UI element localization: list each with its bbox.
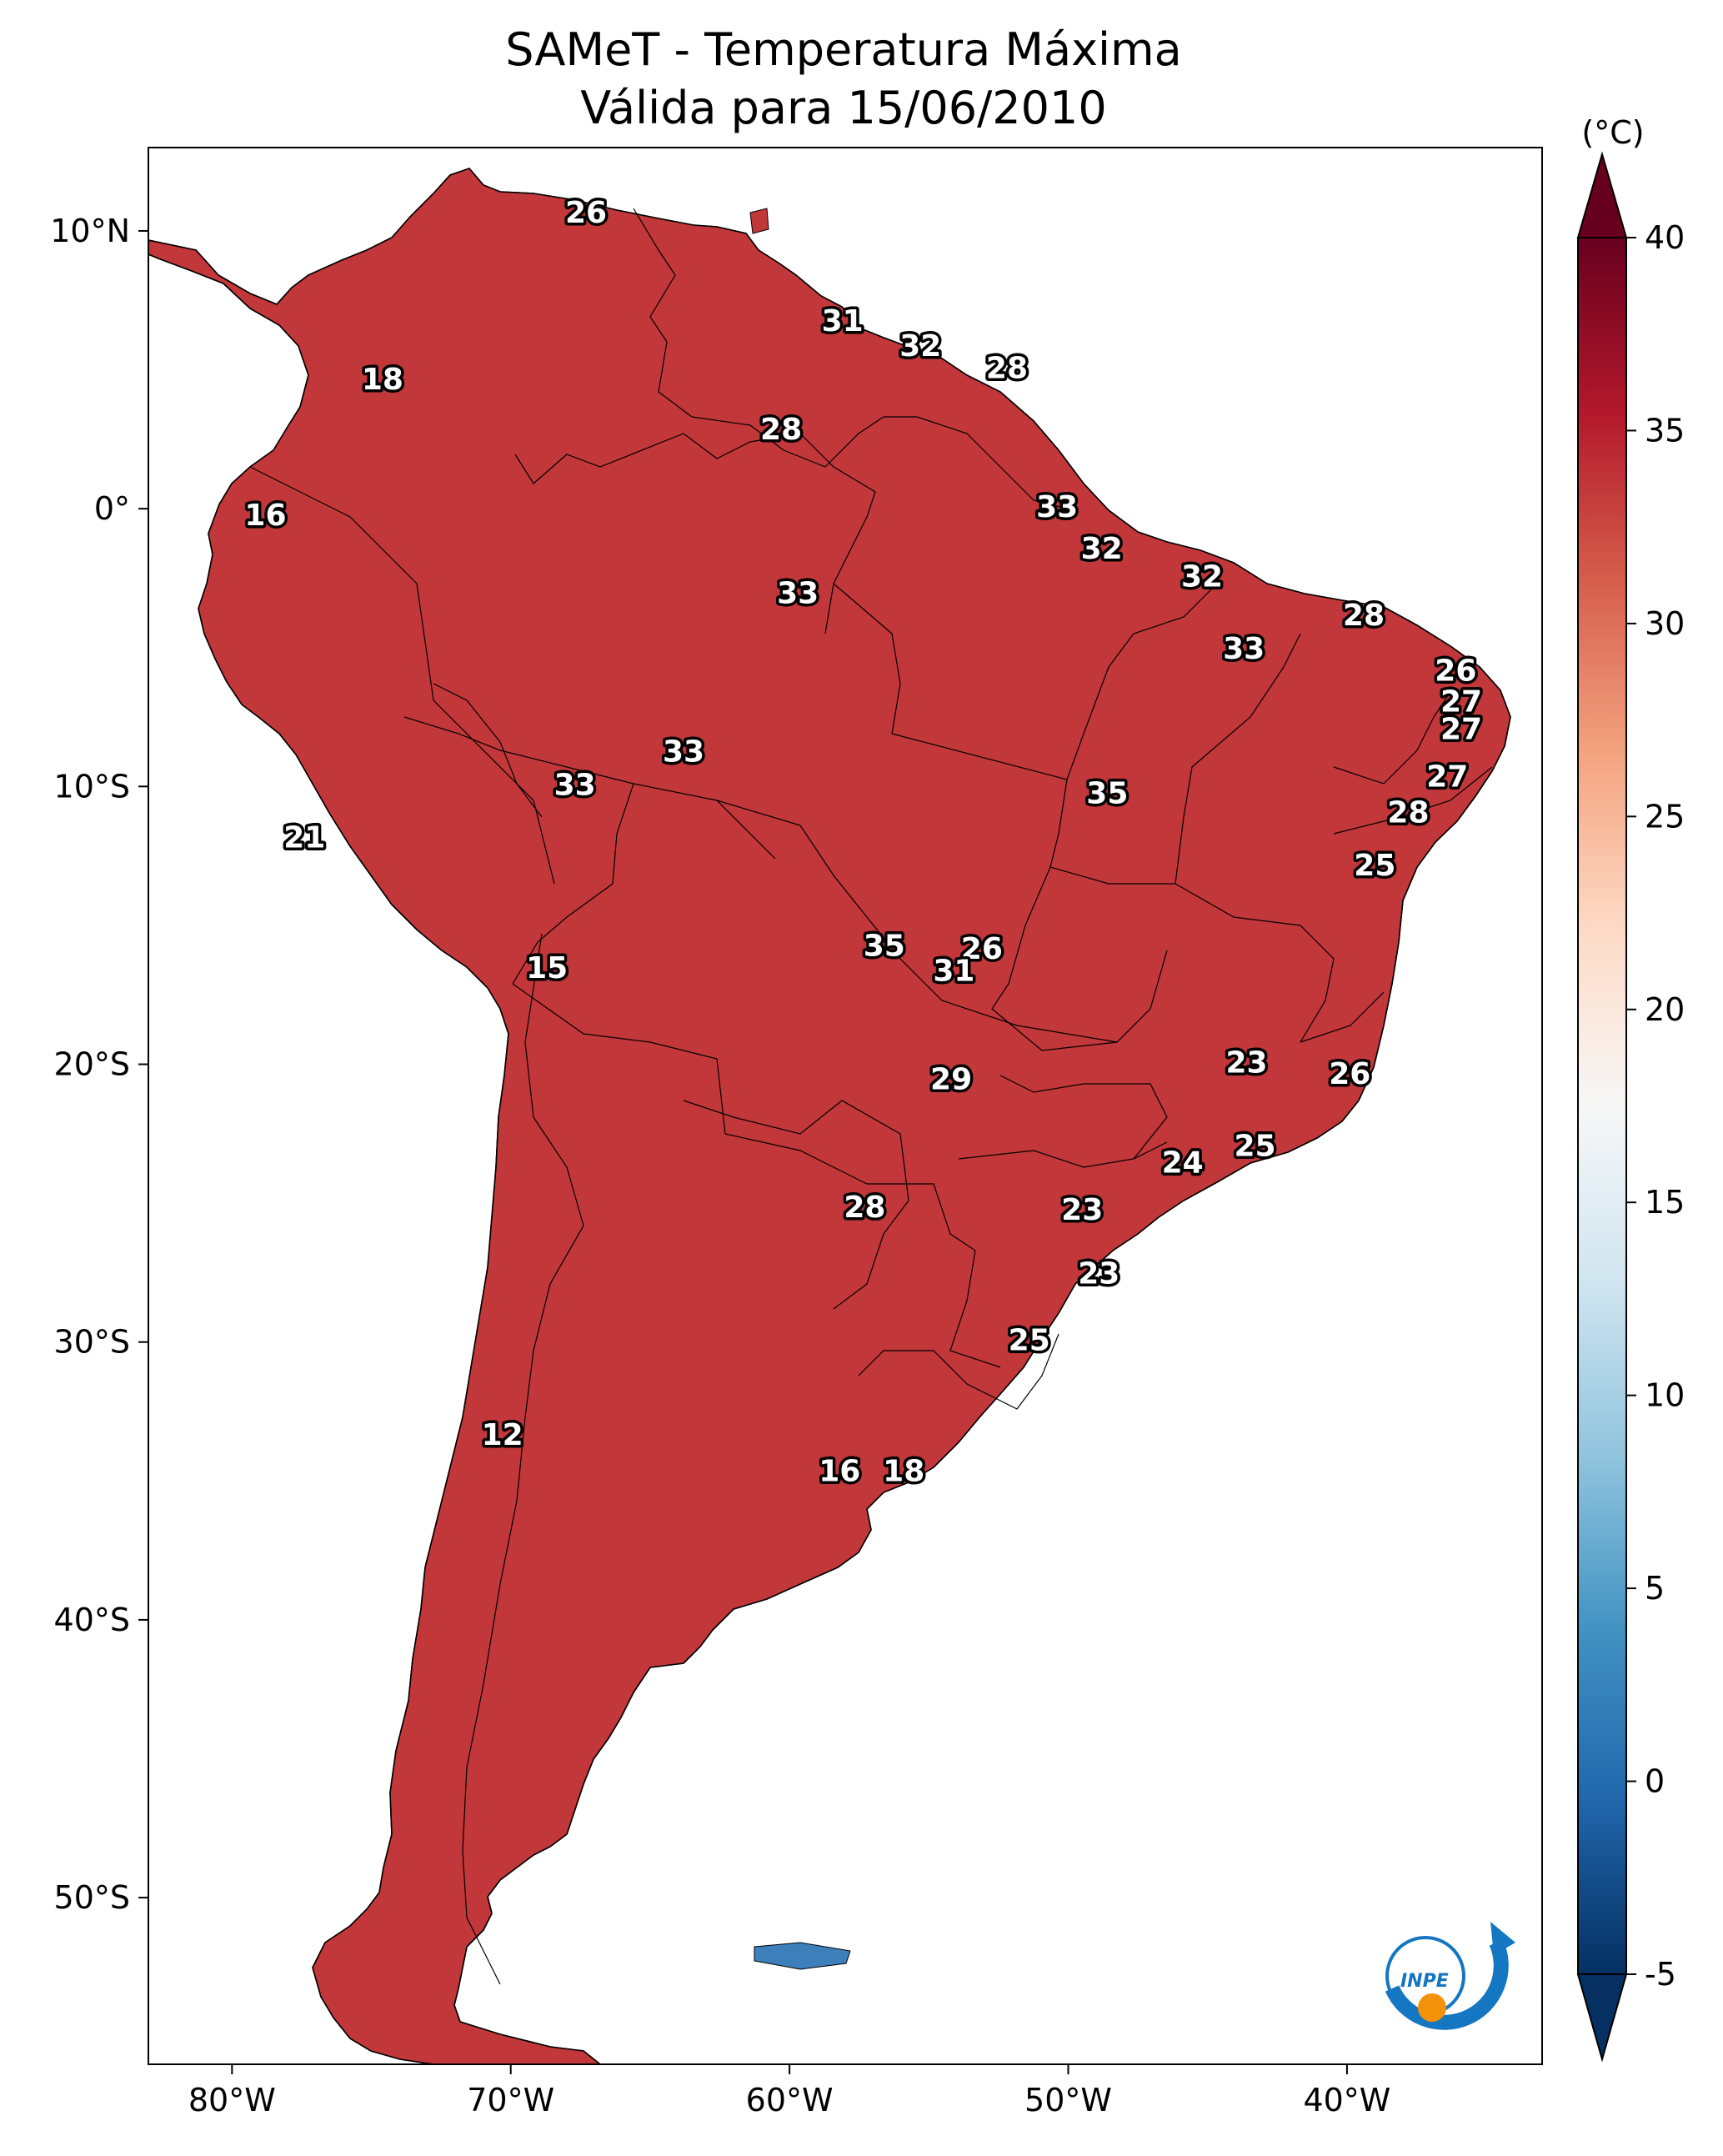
contour-label: 21 [283,821,325,855]
y-tick-label: 40°S [54,1602,130,1638]
contour-label: 33 [1223,632,1265,666]
contour-label: 25 [1235,1129,1276,1163]
contour-label: 28 [986,352,1028,386]
colorbar-tick-label: 30 [1645,605,1685,642]
contour-label: 33 [777,576,819,610]
title-line-2: Válida para 15/06/2010 [580,82,1106,134]
colorbar-tick-label: 10 [1645,1377,1685,1414]
x-tick-label: 40°W [1303,2082,1390,2118]
y-tick-label: 50°S [54,1879,130,1916]
colorbar-tick-label: 25 [1645,798,1685,835]
colorbar-tick-label: 40 [1645,219,1685,256]
contour-label: 33 [554,768,596,802]
contour-label: 28 [1387,796,1429,830]
contour-label: 35 [864,930,905,964]
colorbar: (°C) 40 35 30 25 20 15 10 5 0 -5 [1576,114,1685,2063]
contour-label: 23 [1078,1257,1119,1291]
logo-arrow-icon [1490,1922,1515,1955]
contour-label: 15 [526,951,568,985]
x-tick-label: 80°W [188,2082,276,2118]
x-tick-label: 70°W [467,2082,554,2118]
country-borders [249,208,1493,1985]
y-tick-label: 20°S [54,1046,130,1083]
x-tick-label: 60°W [746,2082,834,2118]
colorbar-tick-label: -5 [1645,1956,1676,1993]
contour-label: 28 [1343,599,1385,633]
contour-label: 26 [961,932,1003,966]
contour-label: 32 [1181,559,1223,594]
colorbar-gradient [1577,237,1627,1975]
contour-label: 31 [933,955,974,989]
contour-label: 28 [844,1191,885,1225]
colorbar-tick-label: 0 [1645,1763,1665,1800]
contour-label: 25 [1354,849,1395,883]
colorbar-tick-label: 35 [1645,412,1685,449]
x-tick-label: 50°W [1024,2082,1112,2118]
y-axis: 10°N 0° 10°S 20°S 30°S 40°S 50°S [50,213,148,1916]
colorbar-tick-label: 20 [1645,991,1685,1028]
colorbar-top-extend [1576,151,1628,238]
contour-label: 35 [1086,776,1128,810]
y-tick-label: 10°S [54,768,130,805]
contour-label: 25 [1009,1324,1050,1358]
contour-label: 32 [1081,532,1123,566]
contour-label: 18 [362,363,403,397]
islands [749,208,851,1970]
contour-label: 28 [760,413,802,447]
contour-label: 27 [1426,760,1468,794]
y-tick-label: 30°S [54,1324,130,1361]
inpe-logo: INPE [1385,1922,1515,2030]
map-frame [148,147,1543,2065]
y-tick-label: 10°N [50,213,130,249]
contour-label: 32 [899,329,941,364]
colorbar-ticks: 40 35 30 25 20 15 10 5 0 -5 [1626,219,1685,1993]
contour-label: 31 [822,304,864,338]
colorbar-tick-label: 15 [1645,1184,1685,1221]
contour-label: 29 [930,1063,972,1097]
contour-label: 12 [482,1418,523,1452]
contour-label: 33 [1036,490,1078,524]
logo-text: INPE [1400,1971,1449,1992]
colorbar-bottom-extend [1576,1973,1628,2063]
contour-label: 24 [1162,1146,1204,1180]
contour-label: 33 [663,735,704,769]
contour-label: 26 [565,196,607,230]
colorbar-tick-label: 5 [1645,1570,1665,1607]
contour-label: 16 [244,499,286,533]
y-tick-label: 0° [94,490,130,527]
contour-label: 27 [1440,684,1482,719]
contour-label: 23 [1061,1193,1103,1227]
colorbar-unit: (°C) [1581,114,1644,151]
contour-label: 16 [819,1454,860,1488]
logo-sun-icon [1418,1993,1446,2022]
contour-label: 18 [883,1454,924,1488]
contour-label: 23 [1225,1046,1267,1081]
contour-label: 26 [1329,1057,1370,1091]
contour-label: 27 [1440,713,1482,747]
contour-label: 26 [1435,654,1476,689]
x-axis: 80°W 70°W 60°W 50°W 40°W [188,2064,1390,2118]
title-line-1: SAMeT - Temperatura Máxima [505,23,1181,76]
